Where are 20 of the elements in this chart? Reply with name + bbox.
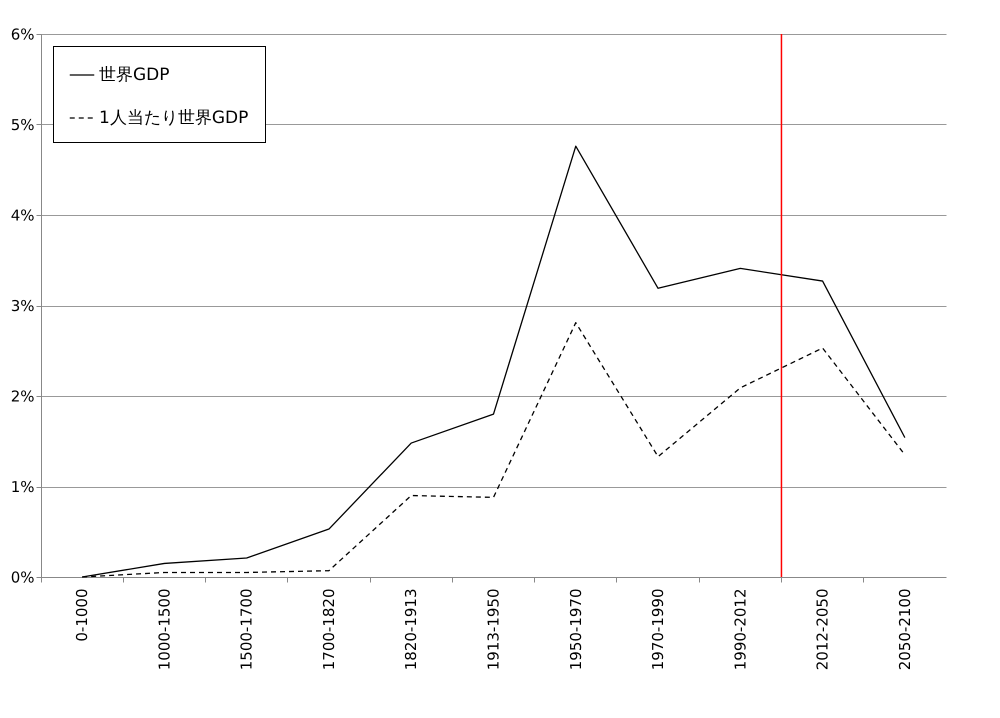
x-tick-label: 1913-1950: [484, 588, 502, 670]
y-tick-label: 2%: [10, 388, 34, 406]
x-tick-label: 1970-1990: [649, 588, 668, 670]
y-tick-label: 5%: [10, 116, 34, 134]
y-tick-label: 6%: [10, 26, 34, 44]
x-tick-label: 1990-2012: [731, 588, 750, 670]
y-tick-label: 0%: [10, 568, 34, 586]
x-tick-label: 2012-2050: [814, 588, 832, 670]
x-tick-label: 1000-1500: [155, 588, 174, 670]
x-tick-label: 1820-1913: [402, 588, 420, 670]
y-tick-label: 3%: [10, 297, 34, 315]
x-tick-label: 1950-1970: [566, 588, 585, 670]
legend-label: 1人当たり世界GDP: [99, 108, 248, 128]
x-tick-label: 0-1000: [73, 588, 92, 642]
y-tick-label: 4%: [10, 206, 34, 224]
x-tick-label: 1500-1700: [238, 588, 256, 670]
y-tick-label: 1%: [10, 478, 34, 496]
x-tick-label: 2050-2100: [896, 588, 914, 670]
legend-label: 世界GDP: [99, 65, 170, 85]
x-tick-label: 1700-1820: [320, 588, 338, 670]
